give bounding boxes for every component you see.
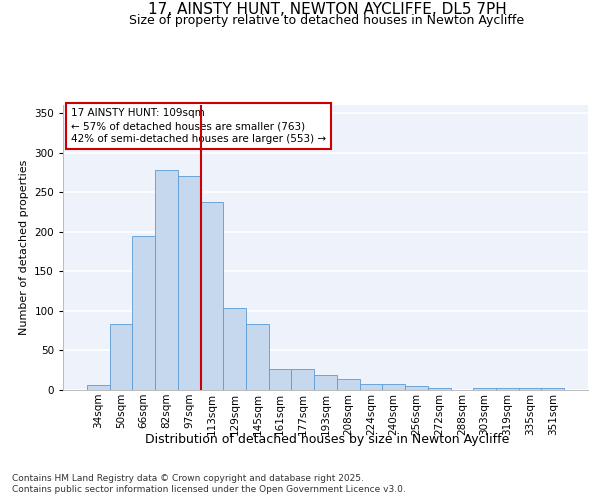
Text: 17, AINSTY HUNT, NEWTON AYCLIFFE, DL5 7PH: 17, AINSTY HUNT, NEWTON AYCLIFFE, DL5 7P… — [148, 2, 506, 18]
Text: Contains public sector information licensed under the Open Government Licence v3: Contains public sector information licen… — [12, 485, 406, 494]
Text: 17 AINSTY HUNT: 109sqm
← 57% of detached houses are smaller (763)
42% of semi-de: 17 AINSTY HUNT: 109sqm ← 57% of detached… — [71, 108, 326, 144]
Bar — [269, 368, 292, 390]
Bar — [314, 375, 337, 390]
Bar — [155, 170, 178, 390]
Bar — [382, 384, 405, 390]
Bar — [133, 236, 155, 390]
Text: Distribution of detached houses by size in Newton Aycliffe: Distribution of detached houses by size … — [145, 432, 509, 446]
Bar — [359, 384, 382, 390]
Bar — [541, 388, 564, 390]
Bar — [473, 388, 496, 390]
Text: Size of property relative to detached houses in Newton Aycliffe: Size of property relative to detached ho… — [130, 14, 524, 27]
Bar — [178, 176, 200, 390]
Bar — [110, 324, 133, 390]
Bar — [246, 324, 269, 390]
Bar — [200, 202, 223, 390]
Y-axis label: Number of detached properties: Number of detached properties — [19, 160, 29, 335]
Bar — [337, 379, 359, 390]
Bar — [428, 388, 451, 390]
Text: Contains HM Land Registry data © Crown copyright and database right 2025.: Contains HM Land Registry data © Crown c… — [12, 474, 364, 483]
Bar — [496, 388, 518, 390]
Bar — [292, 370, 314, 390]
Bar — [405, 386, 428, 390]
Bar — [518, 388, 541, 390]
Bar — [223, 308, 246, 390]
Bar — [87, 385, 110, 390]
